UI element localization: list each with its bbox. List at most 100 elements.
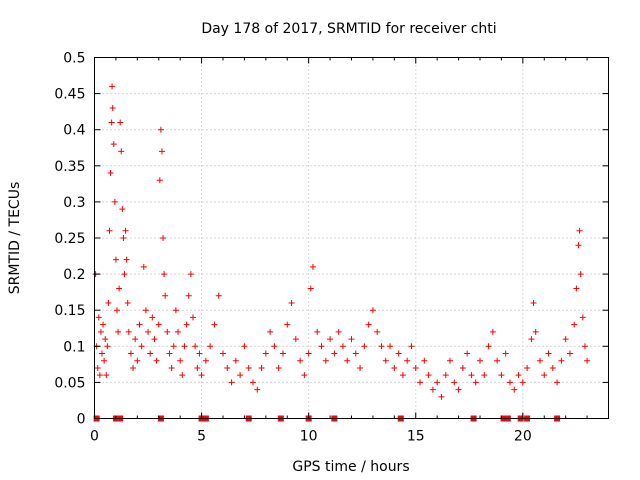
data-point (107, 170, 114, 177)
data-point (399, 372, 406, 379)
data-point (412, 364, 419, 371)
data-point (528, 336, 535, 343)
data-point (190, 314, 197, 321)
data-point (166, 350, 173, 357)
data-point (284, 321, 291, 328)
data-point (121, 271, 128, 278)
data-point (579, 314, 586, 321)
data-point (103, 372, 110, 379)
data-point (254, 386, 261, 393)
data-point (156, 177, 163, 184)
data-point (157, 126, 164, 133)
data-point (498, 372, 505, 379)
data-point (164, 328, 171, 335)
data-point (425, 372, 432, 379)
data-point (245, 364, 252, 371)
data-point (111, 198, 118, 205)
data-point (391, 364, 398, 371)
data-point (459, 364, 466, 371)
data-point (153, 357, 160, 364)
data-point (142, 307, 149, 314)
tick-layer (94, 57, 609, 419)
x-tick-labels: 0 5 10 15 20 (90, 429, 532, 445)
data-point (489, 328, 496, 335)
data-point (115, 328, 122, 335)
data-point (102, 336, 109, 343)
data-point (464, 350, 471, 357)
data-point (175, 328, 182, 335)
data-point (224, 364, 231, 371)
data-point (267, 328, 274, 335)
data-point (211, 321, 218, 328)
y-tick-label: 0.05 (54, 375, 85, 391)
y-tick-label: 0.5 (63, 51, 85, 67)
data-point (147, 350, 154, 357)
data-point (161, 271, 168, 278)
data-point (339, 343, 346, 350)
data-point (125, 328, 132, 335)
data-point (118, 148, 125, 155)
data-point (258, 364, 265, 371)
data-point (215, 292, 222, 299)
data-point (365, 321, 372, 328)
y-tick-label: 0.1 (63, 339, 85, 355)
data-point (95, 314, 102, 321)
data-point (275, 364, 282, 371)
y-tick-label: 0.35 (54, 159, 85, 175)
data-point (318, 343, 325, 350)
data-point (545, 350, 552, 357)
data-point (348, 336, 355, 343)
data-point (108, 119, 115, 126)
data-point (575, 242, 582, 249)
data-point (112, 256, 119, 263)
data-point (576, 227, 583, 234)
data-point (532, 328, 539, 335)
y-tick-label: 0 (77, 412, 86, 428)
data-point (361, 343, 368, 350)
y-tick-label: 0.2 (63, 267, 85, 283)
data-point (117, 119, 124, 126)
data-points-layer (92, 83, 591, 400)
data-point (554, 379, 561, 386)
data-point (170, 343, 177, 350)
data-point (314, 328, 321, 335)
grid-layer (94, 57, 609, 419)
data-point (536, 357, 543, 364)
data-point (541, 372, 548, 379)
data-point (562, 336, 569, 343)
data-point (573, 285, 580, 292)
data-point (279, 350, 286, 357)
data-point (438, 393, 445, 400)
data-point (177, 357, 184, 364)
data-point (100, 321, 107, 328)
data-point (577, 271, 584, 278)
data-point (232, 357, 239, 364)
data-point (344, 357, 351, 364)
data-point (442, 372, 449, 379)
data-point (327, 336, 334, 343)
data-point (155, 321, 162, 328)
data-point (421, 357, 428, 364)
data-point (378, 343, 385, 350)
data-point (494, 357, 501, 364)
data-point (395, 350, 402, 357)
data-point (374, 328, 381, 335)
data-point (301, 372, 308, 379)
data-point (138, 343, 145, 350)
x-tick-label: 5 (197, 429, 206, 445)
data-point (369, 307, 376, 314)
data-point (292, 336, 299, 343)
data-point (524, 364, 531, 371)
data-point (96, 372, 103, 379)
data-point (187, 271, 194, 278)
data-point (262, 350, 269, 357)
chart-title: Day 178 of 2017, SRMTID for receiver cht… (201, 21, 496, 37)
x-axis-label: GPS time / hours (292, 459, 409, 475)
data-point (198, 372, 205, 379)
data-point (183, 321, 190, 328)
y-axis-label: SRMTID / TECUs (7, 182, 23, 295)
data-point (566, 350, 573, 357)
data-point (194, 364, 201, 371)
data-point (309, 263, 316, 270)
